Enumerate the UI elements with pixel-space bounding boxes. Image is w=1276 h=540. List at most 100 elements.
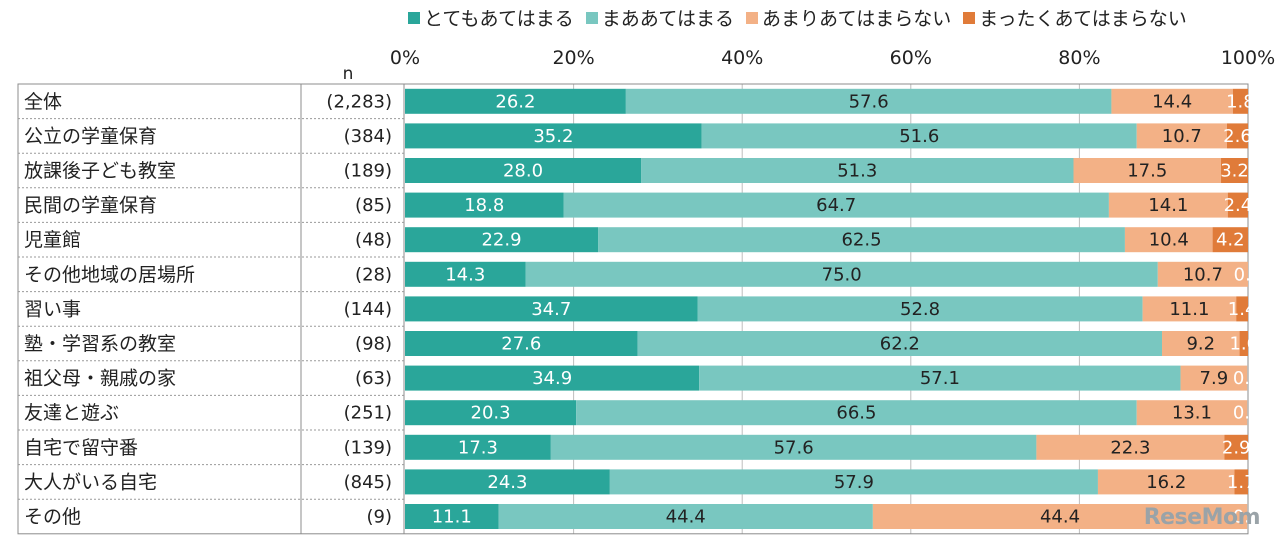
bar-segment bbox=[1136, 400, 1248, 426]
data-label: 27.6 bbox=[501, 334, 541, 355]
bar-segment bbox=[641, 158, 1074, 183]
bar-segment bbox=[525, 261, 1158, 287]
legend-label: とてもあてはまる bbox=[424, 8, 574, 30]
category-label: 全体 bbox=[24, 91, 62, 113]
x-tick-label: 20% bbox=[552, 47, 594, 69]
x-tick-label: 100% bbox=[1221, 47, 1275, 69]
data-label: 3.2 bbox=[1220, 161, 1249, 182]
data-label: 14.1 bbox=[1148, 195, 1188, 216]
data-label: 10.7 bbox=[1183, 264, 1223, 285]
bar-segment bbox=[576, 400, 1137, 426]
watermark-logo: ReseMom bbox=[1143, 505, 1261, 530]
data-label: 14.4 bbox=[1152, 91, 1192, 112]
data-label: 24.3 bbox=[487, 472, 527, 493]
bar-segment bbox=[405, 400, 577, 426]
data-label: 44.4 bbox=[666, 507, 706, 528]
data-label: 51.3 bbox=[837, 161, 877, 182]
bar-segment bbox=[1224, 434, 1248, 460]
bar-segment bbox=[405, 469, 610, 495]
category-label: 放課後子ども教室 bbox=[24, 160, 176, 182]
data-label: 2.6 bbox=[1223, 126, 1252, 147]
data-label: 28.0 bbox=[503, 161, 543, 182]
bar-segment bbox=[1227, 192, 1248, 218]
n-value-label: (98) bbox=[355, 334, 392, 355]
bar-segment bbox=[405, 365, 700, 391]
bar-segment bbox=[1036, 434, 1225, 460]
n-value-label: (9) bbox=[367, 507, 393, 528]
bar-segment bbox=[405, 192, 564, 218]
data-label: 0.0 bbox=[1233, 403, 1262, 424]
data-label: 57.6 bbox=[849, 91, 889, 112]
bar-segment bbox=[1142, 296, 1237, 322]
data-label: 0.0 bbox=[1234, 264, 1263, 285]
bar-segment bbox=[563, 192, 1109, 218]
n-value-label: (2,283) bbox=[326, 91, 392, 112]
data-label: 34.9 bbox=[532, 368, 572, 389]
bar-segment bbox=[405, 296, 698, 322]
n-value-label: (144) bbox=[344, 299, 392, 320]
n-value-label: (28) bbox=[355, 264, 392, 285]
bar-segment bbox=[1073, 158, 1222, 183]
data-label: 13.1 bbox=[1172, 403, 1212, 424]
data-label: 1.0 bbox=[1229, 334, 1258, 355]
legend-item: あまりあてはまらない bbox=[745, 4, 951, 31]
category-label: 民間の学童保育 bbox=[24, 195, 157, 217]
data-label: 14.3 bbox=[445, 264, 485, 285]
data-label: 22.9 bbox=[481, 230, 521, 251]
data-label: 1.8 bbox=[1226, 91, 1255, 112]
bar-segment bbox=[1180, 365, 1248, 391]
bar-segment bbox=[637, 331, 1163, 356]
legend-swatch bbox=[408, 11, 420, 24]
n-value-label: (85) bbox=[355, 195, 392, 216]
n-value-label: (384) bbox=[344, 126, 392, 147]
x-tick-label: 40% bbox=[721, 47, 763, 69]
bar-segment bbox=[405, 123, 702, 149]
data-label: 57.1 bbox=[920, 368, 960, 389]
data-label: 35.2 bbox=[533, 126, 573, 147]
data-label: 16.2 bbox=[1146, 472, 1186, 493]
category-label: 児童館 bbox=[24, 229, 81, 251]
chart-legend: とてもあてはまる まああてはまる あまりあてはまらない まったくあてはまらない bbox=[408, 4, 1187, 31]
n-column-header: n bbox=[343, 64, 354, 84]
bar-segment bbox=[498, 504, 873, 529]
data-label: 4.2 bbox=[1216, 230, 1245, 251]
n-value-label: (48) bbox=[355, 230, 392, 251]
legend-label: まああてはまる bbox=[601, 8, 734, 30]
data-label: 17.5 bbox=[1127, 161, 1167, 182]
category-label: 友達と遊ぶ bbox=[24, 402, 119, 424]
legend-swatch bbox=[745, 11, 758, 24]
bar-segment bbox=[1212, 227, 1248, 253]
data-label: 57.6 bbox=[774, 437, 814, 458]
data-label: 10.4 bbox=[1149, 230, 1189, 251]
bar-segment bbox=[701, 123, 1137, 149]
data-label: 62.5 bbox=[841, 230, 881, 251]
data-label: 1.7 bbox=[1227, 472, 1256, 493]
data-label: 75.0 bbox=[822, 264, 862, 285]
legend-item: まああてはまる bbox=[585, 4, 734, 31]
data-label: 22.3 bbox=[1110, 437, 1150, 458]
data-label: 0.0 bbox=[1233, 507, 1262, 528]
n-value-label: (189) bbox=[344, 161, 392, 182]
n-value-label: (251) bbox=[344, 403, 392, 424]
category-label: 公立の学童保育 bbox=[24, 125, 157, 147]
data-label: 0.0 bbox=[1233, 368, 1262, 389]
x-tick-label: 80% bbox=[1058, 47, 1100, 69]
bar-segment bbox=[405, 434, 551, 460]
data-label: 26.2 bbox=[495, 91, 535, 112]
legend-item: まったくあてはまらない bbox=[963, 4, 1187, 31]
bar-segment bbox=[1239, 331, 1248, 356]
bar-segment bbox=[697, 296, 1143, 322]
data-label: 66.5 bbox=[836, 403, 876, 424]
bar-segment bbox=[405, 227, 599, 253]
category-label: 塾・学習系の教室 bbox=[24, 333, 176, 355]
bar-segment bbox=[550, 434, 1037, 460]
data-label: 57.9 bbox=[834, 472, 874, 493]
bar-segment bbox=[625, 88, 1112, 114]
data-label: 18.8 bbox=[464, 195, 504, 216]
data-label: 2.9 bbox=[1222, 437, 1251, 458]
bar-segment bbox=[598, 227, 1125, 253]
data-label: 17.3 bbox=[458, 437, 498, 458]
data-label: 10.7 bbox=[1162, 126, 1202, 147]
bar-segment bbox=[1221, 158, 1248, 183]
bar-segment bbox=[1108, 192, 1228, 218]
